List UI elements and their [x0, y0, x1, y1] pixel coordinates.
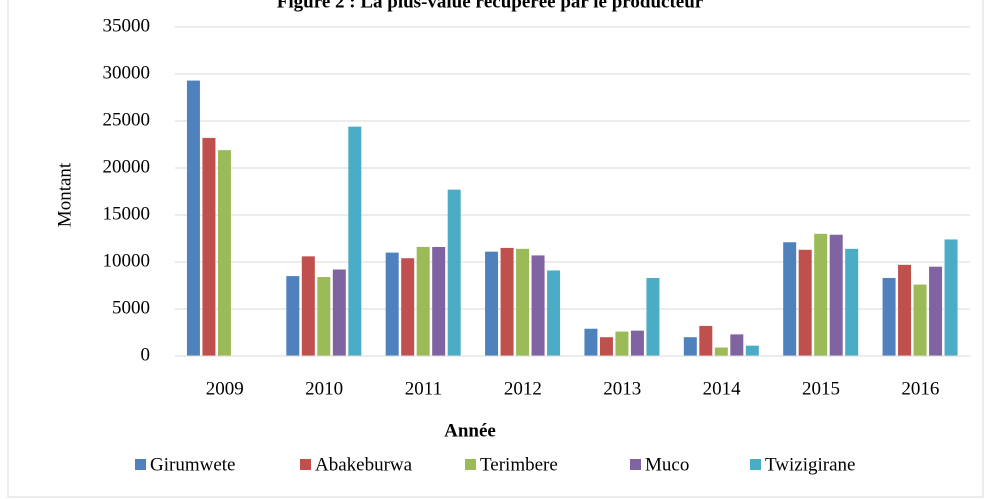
- bar: [401, 258, 415, 356]
- y-tick-label: 20000: [103, 156, 151, 177]
- bar: [447, 189, 461, 356]
- y-axis-label: Montant: [54, 162, 75, 227]
- bar: [882, 277, 896, 356]
- x-axis-label: Année: [444, 420, 496, 441]
- bar: [646, 277, 660, 356]
- bar: [730, 334, 744, 356]
- legend-swatch: [135, 459, 146, 470]
- bar: [516, 248, 530, 356]
- legend-swatch: [300, 459, 311, 470]
- chart-title: Figure 2 : La plus-value récupérée par l…: [277, 0, 704, 12]
- bar: [332, 269, 346, 356]
- bar: [202, 137, 216, 356]
- bar: [485, 251, 499, 356]
- bar: [745, 345, 759, 356]
- bar: [683, 337, 697, 356]
- bar: [500, 247, 514, 356]
- bar: [913, 284, 927, 356]
- legend-label: Twizigirane: [765, 454, 855, 475]
- y-tick-label: 25000: [103, 109, 151, 130]
- x-tick-label: 2009: [206, 378, 244, 399]
- bar: [317, 277, 331, 356]
- bar: [186, 80, 200, 356]
- bar: [814, 233, 828, 356]
- bar: [699, 325, 713, 356]
- y-tick-label: 35000: [103, 15, 151, 36]
- bar: [217, 150, 231, 356]
- legend-label: Abakeburwa: [315, 454, 413, 475]
- legend-label: Terimbere: [480, 454, 558, 475]
- x-tick-label: 2016: [901, 378, 939, 399]
- legend-swatch: [750, 459, 761, 470]
- legend-swatch: [630, 459, 641, 470]
- bar: [944, 239, 958, 356]
- bar: [547, 270, 561, 356]
- legend-label: Girumwete: [150, 454, 235, 475]
- bar: [286, 276, 300, 356]
- x-tick-label: 2011: [405, 378, 442, 399]
- x-tick-label: 2014: [703, 378, 742, 399]
- legend-swatch: [465, 459, 476, 470]
- bar: [584, 328, 598, 356]
- bar: [301, 256, 315, 356]
- x-tick-label: 2010: [305, 378, 343, 399]
- bar: [845, 248, 859, 356]
- bar: [416, 246, 430, 356]
- legend-label: Muco: [645, 454, 689, 475]
- bar: [714, 347, 728, 356]
- bar: [630, 330, 644, 356]
- x-tick-label: 2012: [504, 378, 542, 399]
- y-tick-label: 15000: [103, 203, 151, 224]
- y-tick-label: 0: [141, 344, 151, 365]
- bar: [432, 246, 446, 356]
- bar: [385, 252, 399, 356]
- y-tick-label: 30000: [103, 62, 151, 83]
- bar: [929, 266, 943, 356]
- bar: [615, 331, 629, 356]
- bar: [898, 264, 912, 356]
- bar: [829, 234, 843, 356]
- x-tick-label: 2015: [802, 378, 840, 399]
- x-tick-label: 2013: [603, 378, 641, 399]
- bar: [783, 242, 797, 356]
- bar: [798, 249, 812, 356]
- chart-border: [7, 0, 984, 498]
- bar: [348, 126, 362, 356]
- bar: [599, 337, 613, 356]
- y-tick-label: 10000: [103, 250, 151, 271]
- y-tick-label: 5000: [112, 297, 150, 318]
- bar: [531, 255, 545, 356]
